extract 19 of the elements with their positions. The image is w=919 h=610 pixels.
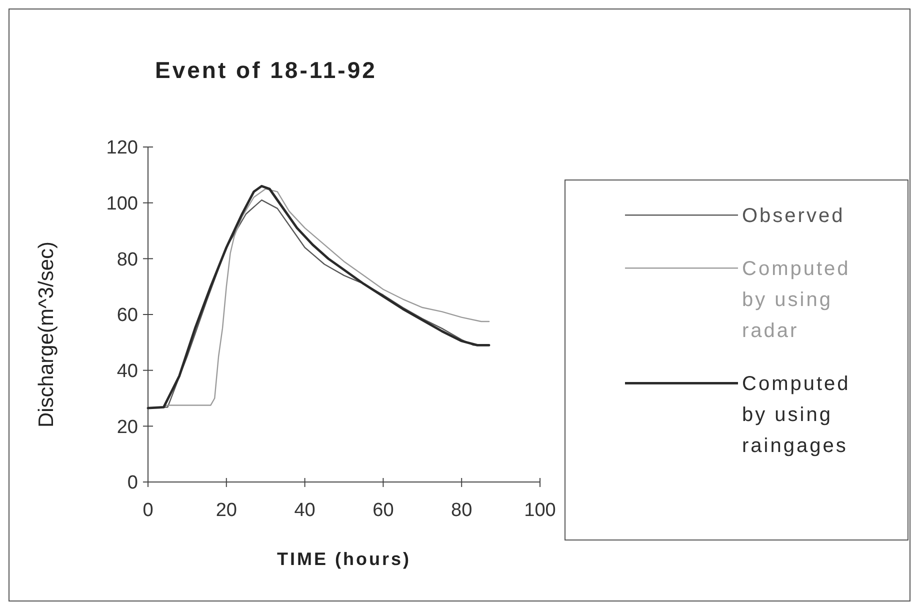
x-tick-label: 60: [372, 500, 394, 521]
x-tick-label: 100: [524, 500, 556, 521]
y-tick-label: 60: [116, 305, 138, 326]
text: Computed by using radar: [742, 258, 850, 342]
chart-title: Event of 18-11-92: [155, 57, 377, 83]
x-tick-label: 40: [294, 500, 316, 521]
x-tick-label: 0: [142, 500, 154, 521]
text: Computed by using raingages: [742, 373, 850, 457]
y-tick-label: 0: [127, 472, 138, 494]
y-tick-label: 20: [116, 416, 138, 438]
y-tick-label: 80: [116, 249, 138, 270]
y-axis-title: Discharge(m^3/sec): [35, 241, 58, 428]
x-tick-label: 20: [216, 500, 237, 521]
text: Observed: [742, 205, 845, 227]
y-tick-label: 40: [116, 360, 138, 382]
y-tick-label: 100: [106, 193, 138, 214]
y-tick-label: 120: [106, 138, 138, 159]
x-axis-title: TIME (hours): [277, 549, 411, 569]
x-tick-label: 80: [451, 500, 472, 521]
